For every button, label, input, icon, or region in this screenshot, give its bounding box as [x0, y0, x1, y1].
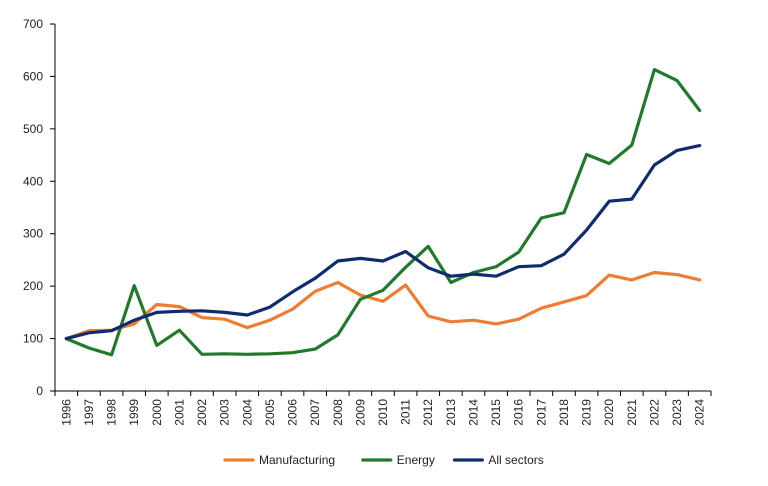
legend: Manufacturing Energy All sectors: [223, 453, 544, 467]
y-tick-label: 500: [23, 122, 43, 136]
y-axis: 0 100 200 300 400 500 600 700: [23, 17, 56, 398]
x-tick-label: 2001: [172, 399, 186, 426]
x-tick-label: 2021: [625, 399, 639, 426]
legend-item-manufacturing: Manufacturing: [223, 453, 335, 467]
x-tick-label: 2013: [444, 399, 458, 426]
x-tick-label: 2011: [399, 399, 413, 425]
series-lines: [64, 67, 702, 357]
x-tick-label: 1997: [82, 399, 96, 426]
y-tick-label: 100: [23, 332, 43, 346]
x-tick-label: 2014: [466, 399, 480, 426]
x-tick-label: 2016: [512, 399, 526, 426]
y-tick-label: 200: [23, 279, 43, 293]
legend-item-all-sectors: All sectors: [452, 453, 544, 467]
x-tick-label: 1998: [105, 399, 119, 426]
x-tick-label: 2022: [647, 399, 661, 426]
series-line-all-sectors: [64, 144, 702, 341]
x-tick-label: 2006: [286, 399, 300, 426]
x-tick-label: 2017: [534, 399, 548, 426]
x-tick-label: 2000: [150, 399, 164, 426]
x-tick-label: 2003: [218, 399, 232, 426]
legend-label: Manufacturing: [259, 453, 335, 467]
x-tick-label: 2023: [670, 399, 684, 426]
legend-label: All sectors: [488, 453, 543, 467]
y-tick-label: 0: [36, 384, 43, 398]
x-tick-label: 2007: [308, 399, 322, 426]
x-tick-label: 2015: [489, 399, 503, 426]
y-tick-label: 600: [23, 69, 43, 83]
x-tick-label: 2019: [580, 399, 594, 426]
series-line-energy: [64, 67, 702, 357]
y-tick-label: 700: [23, 17, 43, 31]
x-tick-label: 2024: [693, 399, 707, 426]
x-tick-label: 1999: [127, 399, 141, 426]
x-tick-label: 2008: [331, 399, 345, 426]
x-tick-label: 2009: [353, 399, 367, 426]
x-tick-label: 2002: [195, 399, 209, 426]
x-tick-label: 2018: [557, 399, 571, 426]
x-tick-label: 2020: [602, 399, 616, 426]
x-axis: 1996 1997 1998 1999 2000 2001 2002 2003 2004 2005…: [54, 390, 712, 426]
x-tick-label: 2004: [240, 399, 254, 426]
x-tick-label: 2010: [376, 399, 390, 426]
x-tick-label: 2012: [421, 399, 435, 426]
y-tick-label: 300: [23, 227, 43, 241]
series-line-manufacturing: [64, 270, 702, 341]
legend-label: Energy: [397, 453, 435, 467]
x-tick-label: 2005: [263, 399, 277, 426]
legend-item-energy: Energy: [361, 453, 435, 467]
x-tick-label: 1996: [59, 399, 73, 426]
y-tick-label: 400: [23, 174, 43, 188]
